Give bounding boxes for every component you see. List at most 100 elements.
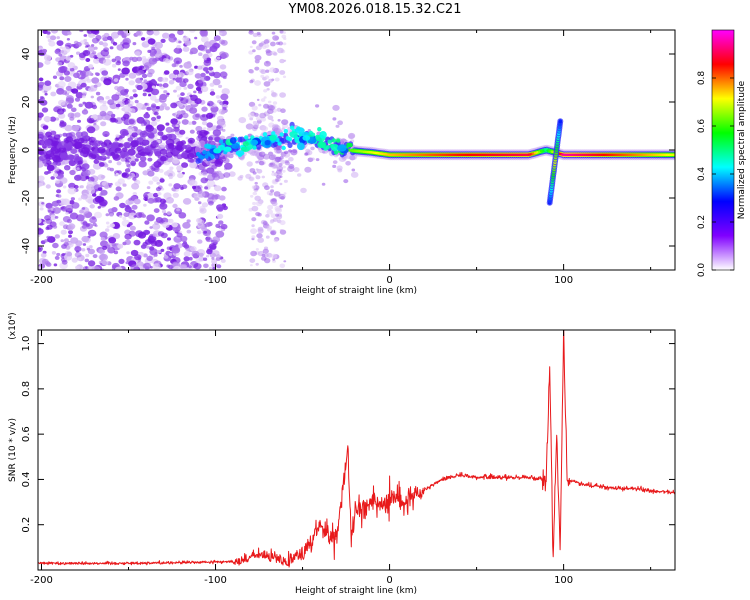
spectrogram-spot <box>41 135 48 141</box>
spectrogram-spot <box>89 85 98 92</box>
spectrogram-spot <box>183 86 188 90</box>
spectrogram-spot <box>49 116 57 122</box>
spectrogram-spot <box>255 200 263 207</box>
spectrogram-spot <box>188 121 193 125</box>
spectrogram-spot <box>158 83 163 87</box>
spectrogram-spot <box>205 49 211 54</box>
ridge-blob <box>269 134 277 141</box>
spectrogram-spot <box>173 69 180 75</box>
ridge-blob <box>235 150 245 157</box>
spectrogram-spot <box>282 165 286 169</box>
spectrogram-spot <box>75 240 83 247</box>
spectrogram-spot <box>65 204 74 212</box>
spectrogram-spot <box>153 192 159 198</box>
spectrogram-spot <box>223 172 231 178</box>
spectrogram-spot <box>50 146 57 152</box>
spectrogram-spot <box>132 177 137 181</box>
spectrogram-spot <box>256 233 263 239</box>
spectrogram-spot <box>153 148 161 155</box>
spectrogram-spot <box>121 147 128 152</box>
spectrogram-spot <box>124 206 132 213</box>
spectrogram-spot <box>135 212 143 219</box>
spectrogram-spot <box>283 179 288 183</box>
spectrogram-spot <box>332 160 338 165</box>
spectrogram-spot <box>176 232 183 238</box>
spectrogram-spot <box>252 201 257 206</box>
spectrogram-spot <box>275 207 282 214</box>
spectrogram-spot <box>68 159 75 165</box>
spectrogram-spot <box>59 121 67 127</box>
spectrogram-spot <box>100 175 106 179</box>
spectrogram-spot <box>76 167 80 170</box>
spectrogram-spot <box>128 197 133 201</box>
spectrogram-spot <box>86 180 95 187</box>
spectrogram-spot <box>89 216 97 224</box>
spectrogram-spot <box>204 186 209 190</box>
spectrogram-spot <box>89 52 96 59</box>
spectrogram-spot <box>199 45 208 52</box>
spectrogram-spot <box>218 220 224 225</box>
spectrogram-spot <box>189 94 193 98</box>
spectrogram-spot <box>337 168 343 173</box>
spectrogram-spot <box>58 146 67 153</box>
ridge-blob <box>297 142 305 151</box>
spectrogram-spot <box>52 242 59 249</box>
spectrogram-spot <box>272 101 278 105</box>
spectrogram-spot <box>77 119 81 123</box>
spectrogram-spot <box>146 106 152 111</box>
spectrogram-spot <box>218 84 223 88</box>
spectrogram-spot <box>60 153 69 161</box>
spectrogram-spot <box>55 161 62 166</box>
spectrogram-spot <box>178 212 187 219</box>
spectrogram-spot <box>146 192 156 200</box>
spectrogram-spot <box>221 186 227 192</box>
spectrogram-spot <box>165 197 174 204</box>
spectrogram-spot <box>252 49 256 53</box>
spectrogram-spot <box>304 166 312 173</box>
spectrogram-spot <box>198 52 203 56</box>
spectrogram-spot <box>115 134 120 138</box>
spectrogram-spot <box>156 250 162 254</box>
spectrogram-spot <box>194 196 200 201</box>
spectrogram-spot <box>131 56 138 63</box>
spectrogram-spot <box>176 165 184 172</box>
spectrogram-spot <box>199 129 208 137</box>
spectrogram-spot <box>159 93 168 101</box>
spectrogram-spot <box>118 138 124 143</box>
spectrogram-spot <box>130 145 136 150</box>
ridge-blob <box>229 137 237 144</box>
spectrogram-spot <box>282 31 286 34</box>
spectrogram-spot <box>60 239 65 243</box>
spectrogram-spot <box>171 63 177 68</box>
spectrogram-spot <box>54 216 59 219</box>
spectrogram-spot <box>156 115 161 119</box>
spectrogram-spot <box>61 90 68 95</box>
spectrogram-spot <box>139 130 148 138</box>
spectrogram-spot <box>159 142 166 148</box>
spectrogram-spot <box>310 146 315 151</box>
spectrogram-spot <box>55 117 60 121</box>
spectrogram-spot <box>107 110 113 116</box>
spectrogram-spot <box>88 118 95 123</box>
spectrogram-spot <box>102 42 108 47</box>
spectrogram-spot <box>146 80 153 86</box>
spectrogram-spot <box>152 263 161 270</box>
spectrogram-spot <box>92 137 96 141</box>
spectrogram-spot <box>177 74 182 78</box>
spectrogram-spot <box>81 109 89 115</box>
spectrogram-spot <box>78 103 83 108</box>
spectrogram-spot <box>50 176 55 180</box>
spectrogram-spot <box>115 186 122 192</box>
spectrogram-spot <box>50 130 57 136</box>
spectrogram-spot <box>208 114 213 118</box>
spectrogram-spot <box>203 263 209 269</box>
spectrogram-spot <box>250 250 257 257</box>
spectrogram-spot <box>38 175 45 182</box>
spectrogram-spot <box>81 207 86 210</box>
spectrogram-spot <box>85 58 91 62</box>
spectrogram-spot <box>251 235 256 239</box>
spectrogram-spot <box>139 151 146 157</box>
spectrogram-spot <box>191 120 197 125</box>
spectrogram-spot <box>194 36 198 40</box>
spectrogram-spot <box>251 185 257 189</box>
